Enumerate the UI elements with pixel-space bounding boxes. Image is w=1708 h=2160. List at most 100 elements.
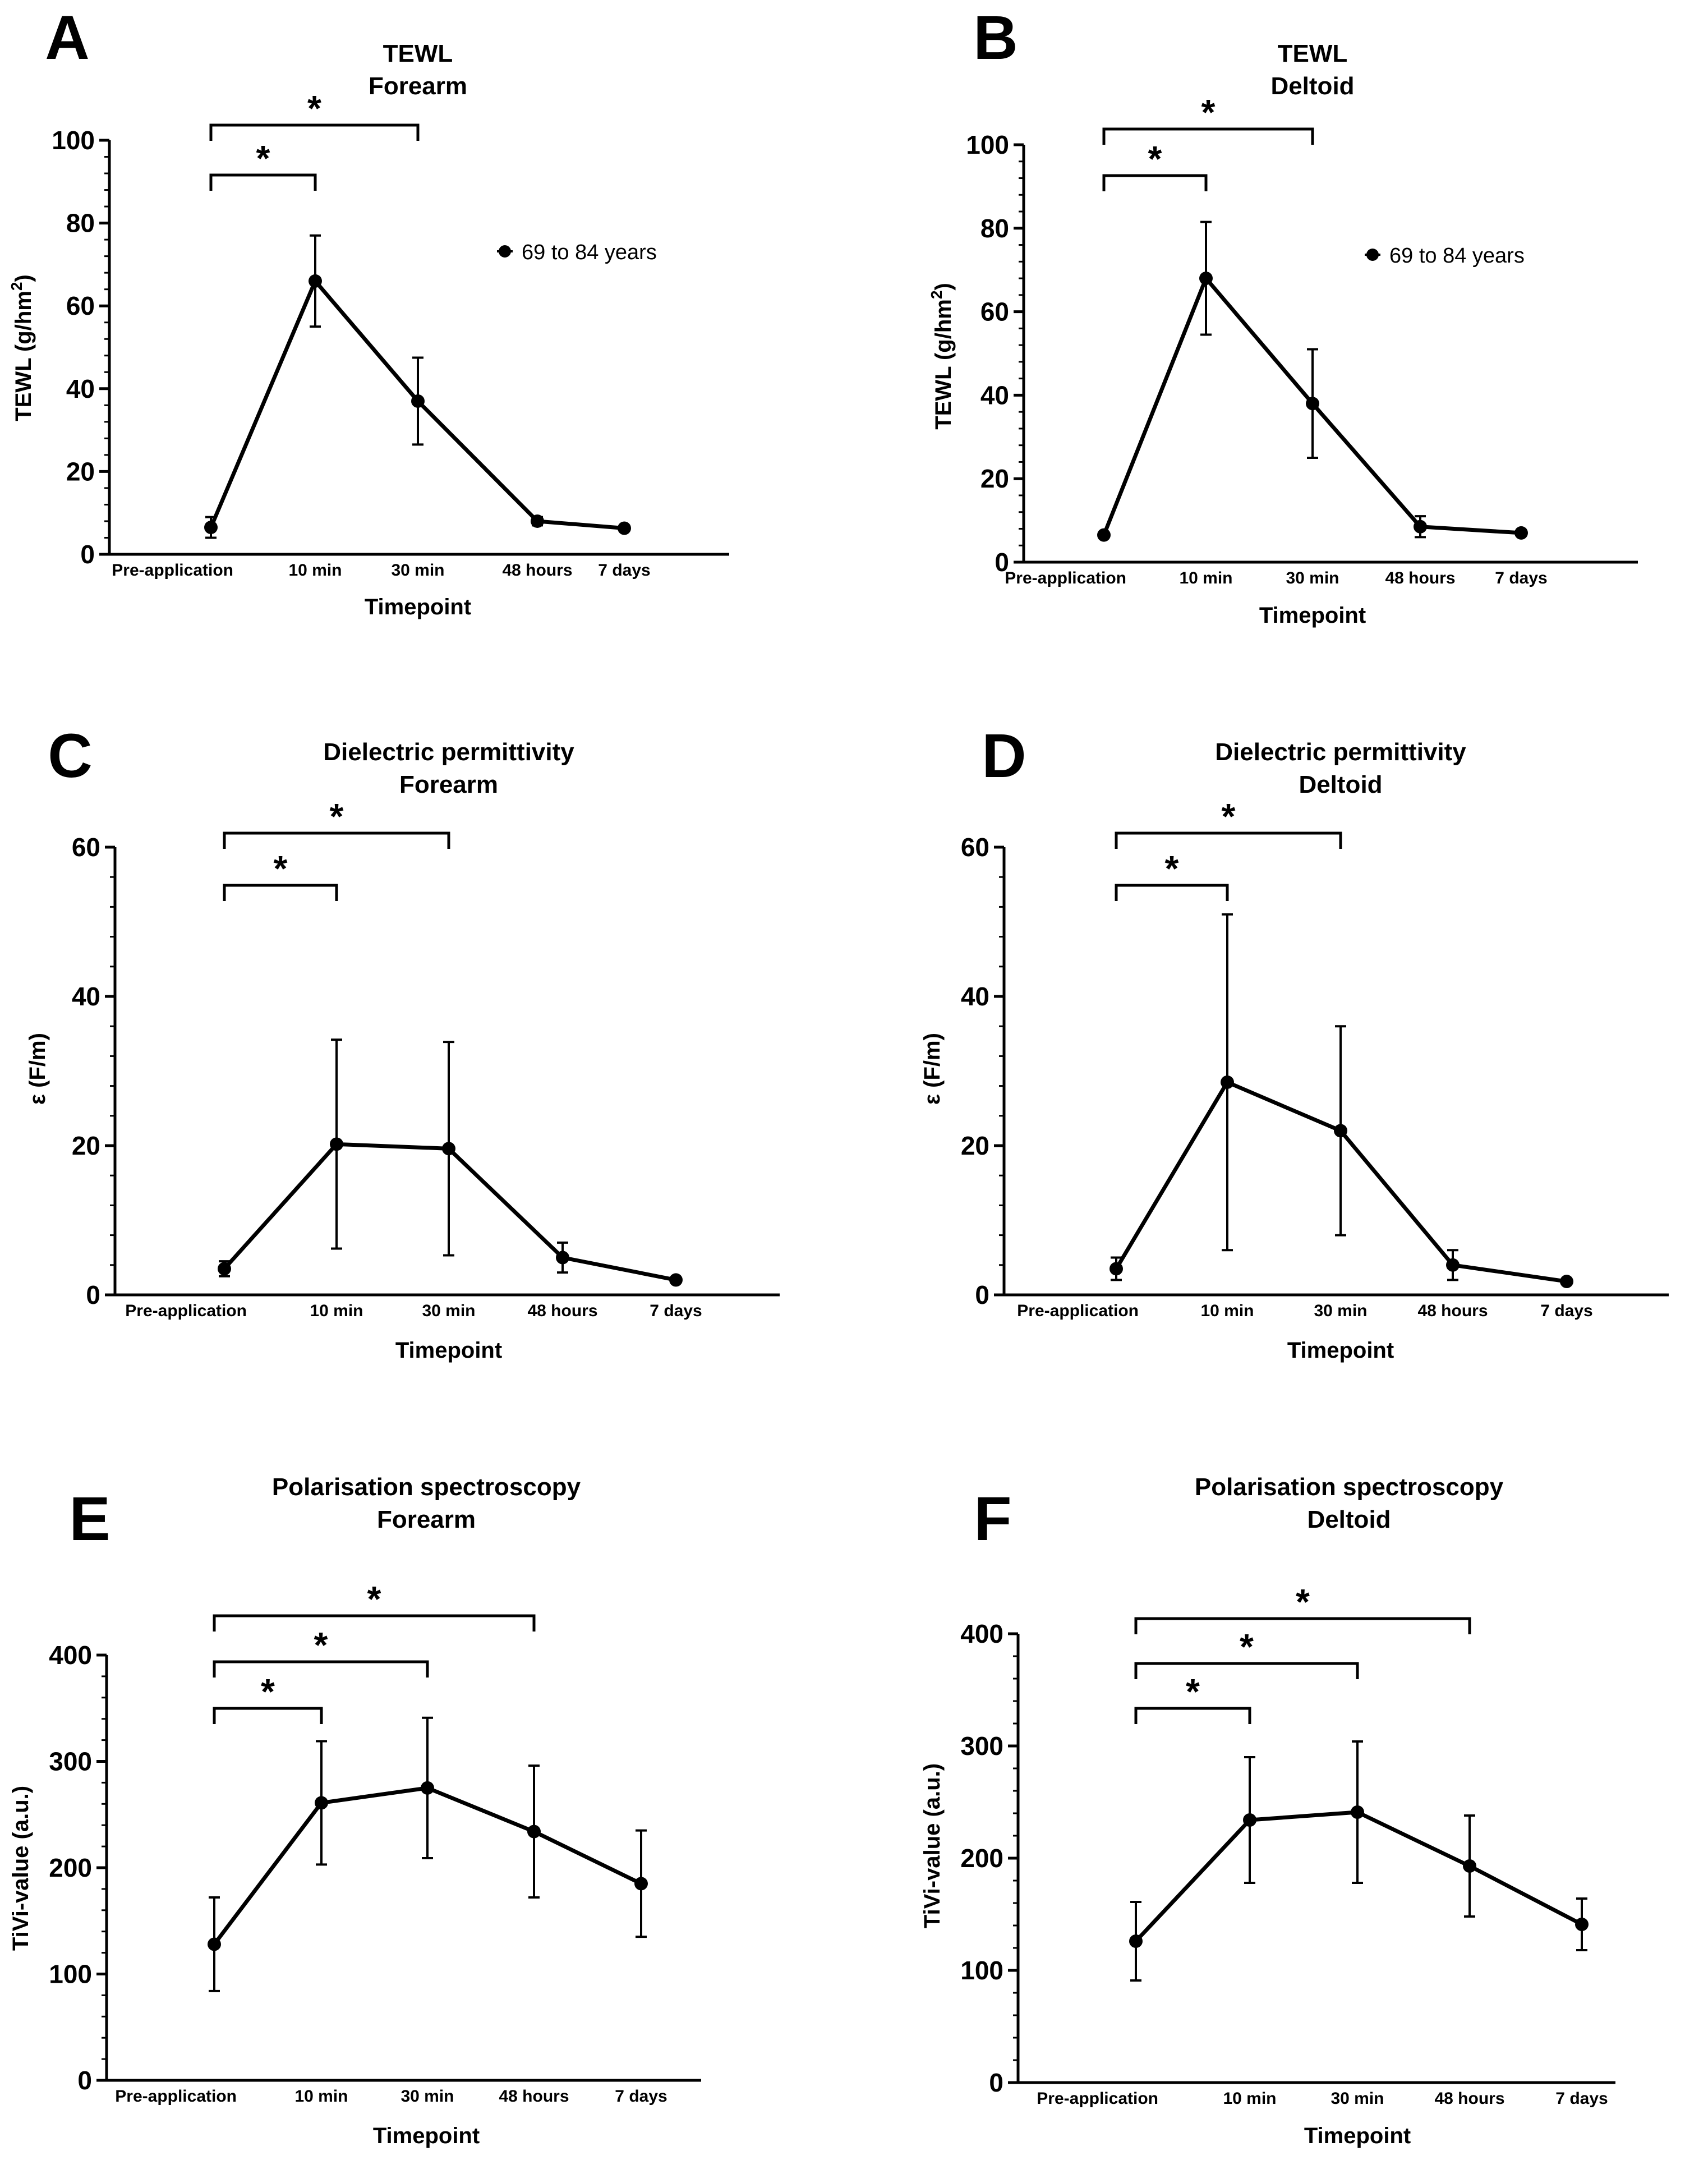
legend-label: 69 to 84 years [522,241,657,264]
y-tick-label: 80 [66,209,95,238]
chart-title-line: Dielectric permittivity [323,738,574,766]
significance-star: * [1222,796,1236,837]
x-axis-label: Timepoint [373,2124,480,2148]
significance-star: * [367,1579,381,1619]
x-tick-label: 7 days [650,1302,702,1320]
data-point [556,1251,569,1265]
significance-star: * [1240,1626,1254,1667]
significance-bracket [209,173,317,191]
x-tick-label: 30 min [1314,1302,1367,1320]
significance-bracket [213,1614,536,1632]
significance-bracket [1134,1707,1251,1724]
significance-bracket [1134,1617,1471,1634]
x-tick-label: 48 hours [1417,1302,1488,1320]
data-point [442,1142,455,1156]
chart-title-line: Deltoid [1307,1506,1391,1533]
y-tick-label: 0 [995,548,1009,577]
y-tick-label: 100 [52,126,95,155]
x-axis-label: Timepoint [395,1338,502,1363]
y-tick-label: 300 [49,1747,92,1776]
data-point [411,394,425,408]
data-point [1109,1262,1123,1276]
x-tick-label: 30 min [422,1302,475,1320]
x-tick-label: 30 min [1286,569,1339,587]
x-tick-label: 48 hours [1434,2089,1504,2108]
data-point [218,1262,231,1276]
x-tick-label: 10 min [288,561,342,580]
x-tick-label: 10 min [310,1302,363,1320]
y-tick-label: 20 [66,457,95,486]
data-point [421,1781,434,1795]
y-tick-label: 0 [975,1280,989,1309]
data-point [1221,1075,1234,1089]
data-point [531,514,544,528]
significance-bracket [1115,831,1342,849]
panel-letter: E [69,1485,110,1554]
x-tick-label: 48 hours [1385,569,1455,587]
chart-title-line: Polarisation spectroscopy [272,1473,581,1501]
significance-star: * [314,1625,328,1665]
significance-bracket [1134,1662,1359,1679]
y-tick-label: 200 [49,1853,92,1882]
x-tick-label: 48 hours [527,1302,597,1320]
significance-bracket [1115,884,1229,901]
chart-title-line: TEWL [383,40,453,67]
data-point [1306,397,1319,411]
panel-A: A TEWL Forearm 0 20 40 60 80 100 Pre-application 1… [8,3,729,619]
data-point [634,1877,648,1891]
data-point [1463,1859,1476,1873]
y-tick-label: 200 [960,1844,1003,1873]
y-tick-label: 60 [66,291,95,320]
data-point [1199,272,1213,286]
panel-letter: A [45,3,89,72]
significance-star: * [1296,1582,1310,1622]
panel-letter: D [982,721,1026,791]
data-point [330,1137,343,1151]
y-tick-label: 60 [961,833,989,862]
data-point [1334,1124,1347,1138]
chart-title-line: Dielectric permittivity [1215,738,1466,766]
x-tick-label: 10 min [1200,1302,1254,1320]
data-point [208,1937,221,1951]
x-tick-label: 48 hours [499,2087,569,2106]
x-tick-label: Pre-application [115,2087,237,2106]
chart-title-line: Deltoid [1299,771,1382,798]
y-tick-label: 60 [72,833,100,862]
x-tick-label: 7 days [1555,2089,1608,2108]
panel-letter: C [48,721,92,791]
significance-bracket [223,884,338,901]
x-tick-label: 48 hours [502,561,572,580]
data-point [1514,526,1528,540]
x-tick-label: 10 min [1223,2089,1276,2108]
y-axis-label: TiVi-value (a.u.) [920,1763,945,1928]
data-point [309,274,322,288]
x-tick-label: 30 min [1331,2089,1384,2108]
significance-star: * [330,796,344,837]
chart-title-line: Forearm [377,1506,476,1533]
legend-label: 69 to 84 years [1389,244,1525,268]
significance-star: * [1186,1671,1200,1712]
x-tick-label: 7 days [1540,1302,1592,1320]
data-point [1446,1258,1460,1272]
significance-bracket [1102,174,1208,191]
data-point [1351,1805,1364,1819]
data-point [315,1796,328,1810]
significance-star: * [1165,848,1179,889]
y-axis-label: ε (F/m) [920,1033,945,1105]
data-point [1129,1934,1143,1948]
significance-star: * [256,138,270,178]
y-tick-label: 300 [960,1731,1003,1761]
y-tick-label: 20 [980,464,1009,493]
chart-title-line: Deltoid [1270,72,1354,100]
data-point [1243,1813,1256,1827]
chart-title-line: Polarisation spectroscopy [1195,1473,1504,1501]
y-axis-label: TEWL (g/hm2) [8,274,36,421]
panel-C: C Dielectric permittivity Forearm 0 20 40 60 Pr… [25,721,780,1363]
x-tick-label: 7 days [1495,569,1547,587]
y-tick-label: 40 [961,982,989,1011]
significance-bracket [213,1660,429,1678]
significance-star: * [1201,92,1216,132]
panel-B: B TEWL Deltoid 0 20 40 60 80 100 Pre-application 1… [928,3,1638,628]
x-tick-label: 30 min [400,2087,454,2106]
series-line [1134,1810,1583,1943]
